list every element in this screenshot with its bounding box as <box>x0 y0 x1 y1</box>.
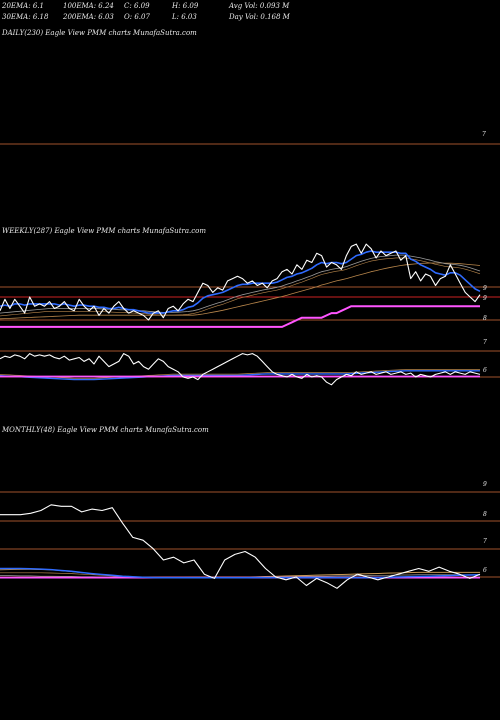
stat-100ema: 100EMA: 6.24 <box>63 2 114 10</box>
stat-close: C: 6.09 <box>124 2 150 10</box>
weekly-tick-6: 6 <box>483 367 487 374</box>
monthly-tick-7: 7 <box>483 538 487 545</box>
stat-open: O: 6.07 <box>124 13 150 21</box>
monthly-ema-blue-line <box>0 567 481 579</box>
daily-tick-7: 7 <box>482 131 486 138</box>
weekly-ema-slowest-line <box>0 262 481 320</box>
stat-low: L: 6.03 <box>171 13 197 21</box>
weekly-tick-9b: 9 <box>483 295 487 302</box>
weekly-tick-7: 7 <box>483 339 487 346</box>
stat-day-vol: Day Vol: 0.168 M <box>228 13 291 21</box>
daily-title: DAILY(230) Eagle View PMM charts MunafaS… <box>1 29 197 37</box>
header-stats: 20EMA: 6.1 100EMA: 6.24 C: 6.09 H: 6.09 … <box>1 2 291 21</box>
stat-200ema: 200EMA: 6.03 <box>62 13 114 21</box>
weekly-tick-9a: 9 <box>483 285 487 292</box>
stat-high: H: 6.09 <box>171 2 199 10</box>
weekly-min-line <box>0 305 480 328</box>
monthly-tick-6: 6 <box>483 567 487 574</box>
weekly-price-line <box>0 243 481 321</box>
monthly-panel: MONTHLY(48) Eagle View PMM charts Munafa… <box>0 426 500 589</box>
monthly-tick-8: 8 <box>483 511 487 518</box>
weekly-lower-price-line <box>0 353 481 386</box>
weekly-panel: WEEKLY(287) Eagle View PMM charts Munafa… <box>0 227 500 386</box>
stat-30ema: 30EMA: 6.18 <box>2 13 49 21</box>
weekly-lower-ema-line <box>0 370 480 381</box>
stat-20ema: 20EMA: 6.1 <box>1 2 44 10</box>
weekly-ema-slow-line <box>0 254 481 314</box>
monthly-tick-9: 9 <box>483 481 487 488</box>
weekly-lower-ema-brown-line <box>0 369 480 379</box>
stat-avg-vol: Avg Vol: 0.093 M <box>228 2 290 10</box>
monthly-price-line <box>0 504 481 589</box>
monthly-title: MONTHLY(48) Eagle View PMM charts Munafa… <box>1 426 209 434</box>
weekly-ema-fast-line <box>0 250 481 314</box>
weekly-tick-8: 8 <box>483 315 487 322</box>
weekly-title: WEEKLY(287) Eagle View PMM charts Munafa… <box>2 227 206 235</box>
daily-panel: DAILY(230) Eagle View PMM charts MunafaS… <box>0 29 500 145</box>
